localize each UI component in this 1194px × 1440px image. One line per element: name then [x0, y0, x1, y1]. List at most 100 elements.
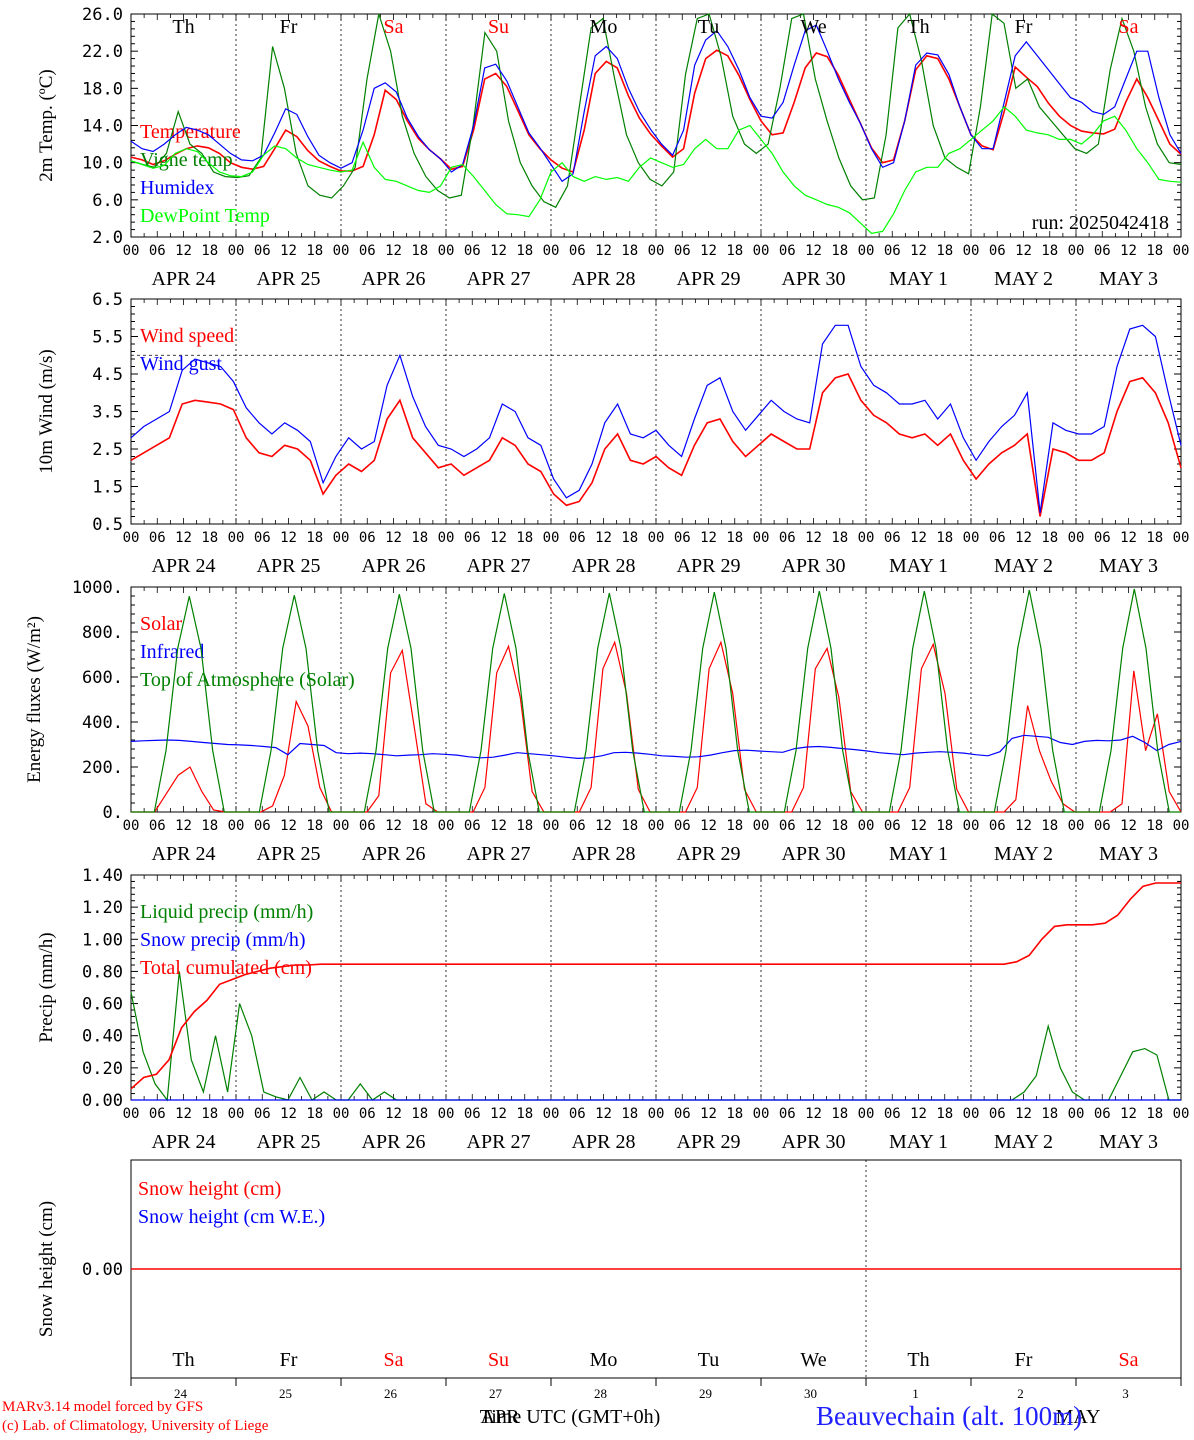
hour-label: 00	[963, 243, 980, 259]
hour-label: 18	[1146, 818, 1163, 834]
date-label: APR 27	[467, 1131, 531, 1153]
series-line-1	[130, 324, 1182, 513]
credit-line-2: (c) Lab. of Climatology, University of L…	[2, 1418, 269, 1434]
hour-label: 00	[1173, 818, 1190, 834]
hour-label: 06	[779, 243, 796, 259]
date-label: APR 28	[572, 843, 636, 865]
series-line-2	[131, 588, 1181, 813]
hour-label: 18	[1146, 1106, 1163, 1122]
hour-label: 00	[858, 530, 875, 546]
hour-label: 06	[464, 243, 481, 259]
date-label: APR 30	[782, 268, 846, 290]
date-label: MAY 1	[889, 1131, 948, 1153]
model-credit: MARv3.14 model forced by GFS (c) Lab. of…	[2, 1398, 268, 1436]
hour-label: 00	[963, 1106, 980, 1122]
date-label: APR 28	[572, 1131, 636, 1153]
hour-label: 18	[201, 818, 218, 834]
y-axis-label: Snow height (cm)	[36, 1201, 57, 1337]
hour-label: 12	[490, 1106, 507, 1122]
hour-label: 00	[1068, 818, 1085, 834]
hour-label: 06	[149, 243, 166, 259]
hour-label: 18	[1146, 243, 1163, 259]
hour-label: 06	[779, 1106, 796, 1122]
day-name: Tu	[698, 1349, 720, 1371]
y-tick-label: 0.00	[82, 1091, 123, 1111]
legend-entry: DewPoint Temp	[140, 205, 270, 227]
hour-label: 06	[254, 530, 271, 546]
hour-label: 12	[700, 818, 717, 834]
hour-label: 12	[1015, 243, 1032, 259]
day-number: 2	[1017, 1386, 1024, 1401]
date-label: MAY 1	[889, 843, 948, 865]
date-label: MAY 3	[1099, 268, 1158, 290]
hour-label: 12	[175, 1106, 192, 1122]
y-tick-label: 18.0	[82, 79, 123, 99]
day-number: 3	[1122, 1386, 1129, 1401]
legend-entry: Infrared	[140, 641, 204, 663]
hour-label: 12	[700, 1106, 717, 1122]
hour-label: 18	[1146, 530, 1163, 546]
date-label: APR 24	[152, 268, 216, 290]
hour-label: 00	[963, 818, 980, 834]
hour-label: 18	[936, 1106, 953, 1122]
legend-entry: Snow height (cm)	[138, 1178, 281, 1200]
x-month-label: APR	[481, 1406, 521, 1428]
hour-label: 06	[674, 1106, 691, 1122]
y-axis-label: Energy fluxes (W/m²)	[24, 616, 45, 783]
day-number: 24	[174, 1386, 188, 1401]
hour-label: 00	[438, 243, 455, 259]
hour-label: 06	[674, 243, 691, 259]
hour-label: 06	[884, 818, 901, 834]
hour-label: 06	[884, 243, 901, 259]
hour-label: 12	[280, 818, 297, 834]
day-number: 1	[912, 1386, 919, 1401]
y-tick-label: 22.0	[82, 42, 123, 62]
hour-label: 12	[175, 530, 192, 546]
day-number: 27	[489, 1386, 503, 1401]
hour-label: 12	[385, 243, 402, 259]
hour-label: 12	[1120, 1106, 1137, 1122]
hour-label: 18	[726, 243, 743, 259]
hour-label: 18	[1041, 243, 1058, 259]
hour-label: 12	[910, 1106, 927, 1122]
y-tick-label: 0.60	[82, 995, 123, 1015]
date-label: APR 24	[152, 843, 216, 865]
hour-label: 18	[411, 818, 428, 834]
date-label: APR 26	[362, 1131, 426, 1153]
hour-label: 12	[1015, 530, 1032, 546]
day-name: Sa	[384, 1349, 404, 1371]
hour-label: 18	[411, 243, 428, 259]
hour-label: 00	[648, 243, 665, 259]
hour-label: 06	[674, 818, 691, 834]
hour-label: 18	[516, 1106, 533, 1122]
hour-label: 00	[648, 818, 665, 834]
day-name: Th	[907, 16, 929, 38]
day-name: Fr	[280, 16, 298, 38]
hour-label: 06	[989, 818, 1006, 834]
day-name: Th	[907, 1349, 929, 1371]
date-label: MAY 3	[1099, 843, 1158, 865]
hour-label: 18	[306, 530, 323, 546]
hour-label: 18	[621, 530, 638, 546]
series-line-2	[130, 24, 1182, 183]
hour-label: 00	[438, 530, 455, 546]
hour-label: 18	[516, 818, 533, 834]
hour-label: 12	[1015, 1106, 1032, 1122]
hour-label: 00	[648, 1106, 665, 1122]
legend-entry: Snow precip (mm/h)	[140, 929, 306, 951]
hour-label: 12	[490, 818, 507, 834]
hour-label: 00	[333, 243, 350, 259]
legend-entry: Solar	[140, 613, 183, 635]
date-label: APR 30	[782, 843, 846, 865]
run-annotation: run: 2025042418	[1032, 212, 1169, 234]
hour-label: 00	[228, 818, 245, 834]
y-tick-label: 200.	[82, 758, 123, 778]
y-tick-label: 14.0	[82, 117, 123, 137]
hour-label: 12	[595, 243, 612, 259]
y-axis-label: 2m Temp. (ºC)	[36, 69, 57, 181]
hour-label: 06	[464, 818, 481, 834]
day-number: 30	[804, 1386, 817, 1401]
date-label: APR 25	[257, 555, 321, 577]
hour-label: 18	[831, 243, 848, 259]
hour-label: 18	[621, 243, 638, 259]
